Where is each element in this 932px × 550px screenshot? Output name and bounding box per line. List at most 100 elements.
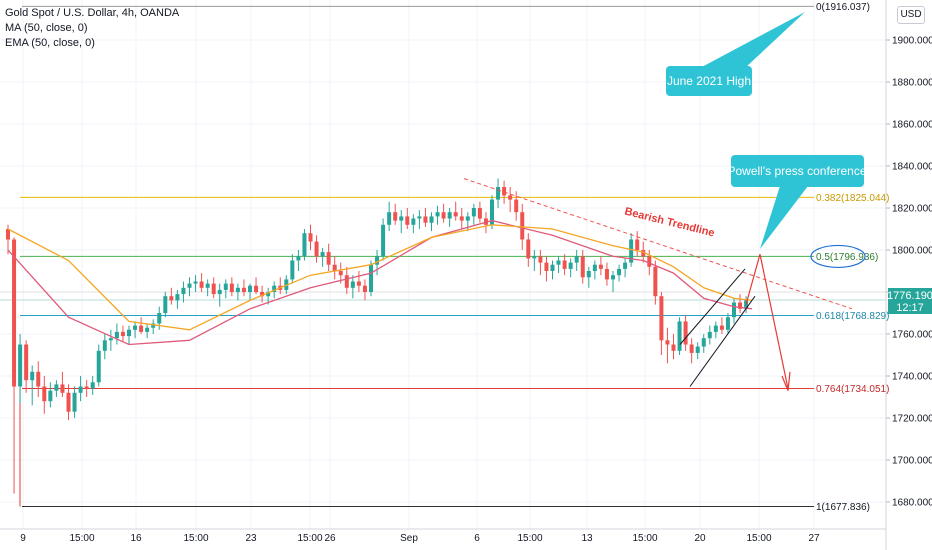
y-tick-label: 1700.000 (892, 456, 932, 467)
candle-body (586, 271, 591, 278)
y-tick-label: 1680.000 (892, 498, 932, 509)
callout-pointer-june (700, 12, 805, 68)
candle-body (108, 338, 113, 341)
ma-50-line (7, 219, 753, 346)
y-tick-label: 1820.000 (892, 204, 932, 215)
indicator-ema[interactable]: EMA (50, close, 0) (5, 37, 95, 49)
currency-button[interactable]: USD (897, 6, 925, 24)
candle-body (441, 212, 446, 219)
x-tick-label: 15:00 (297, 533, 322, 544)
candle-body (169, 296, 174, 301)
candle-body (580, 256, 585, 278)
channel-upper (679, 268, 746, 345)
y-tick-label: 1720.000 (892, 414, 932, 425)
candle-body (659, 296, 664, 341)
candle-body (574, 256, 579, 263)
candle-body (90, 382, 95, 389)
candle-body (732, 302, 736, 318)
candle-body (502, 187, 507, 196)
price-box-countdown: 12:17 (896, 302, 924, 314)
fib-label-0.618: 0.618(1768.829) (816, 311, 889, 322)
candle-body (248, 285, 252, 292)
candle-body (96, 350, 101, 383)
candle-body (272, 285, 277, 292)
candle-body (447, 212, 452, 219)
candle-body (514, 199, 519, 213)
candle-body (417, 216, 422, 219)
candle-body (18, 344, 23, 387)
candle-body (598, 264, 603, 269)
moving-averages (7, 219, 753, 346)
candle-body (725, 317, 730, 330)
candle-body (193, 281, 198, 284)
candle-body (241, 287, 246, 292)
candle-body (114, 331, 119, 339)
ema-50-line (7, 224, 753, 331)
channel-lower (689, 295, 756, 387)
candle-body (496, 187, 501, 200)
candle-body (471, 208, 476, 217)
x-tick-label: 15:00 (69, 533, 94, 544)
x-tick-label: 6 (474, 533, 480, 544)
candle-body (139, 325, 144, 332)
candle-body (653, 266, 658, 297)
projection-up (745, 254, 761, 305)
candle-body (550, 264, 555, 271)
callout-pointer-powell (760, 186, 808, 249)
candle-body (24, 344, 29, 381)
fib-label-0.382: 0.382(1825.044) (816, 193, 889, 204)
candle-body (375, 256, 380, 265)
candle-body (54, 384, 59, 391)
candle-body (520, 212, 525, 240)
candle-body (671, 344, 676, 351)
candle-body (459, 216, 464, 221)
candle-body (738, 302, 743, 309)
candle-body (423, 216, 428, 223)
projection-arrowhead (781, 371, 791, 391)
candle-body (538, 256, 543, 263)
candle-body (387, 212, 392, 225)
indicator-ma[interactable]: MA (50, close, 0) (5, 22, 88, 34)
candle-body (6, 229, 10, 240)
candle-body (344, 275, 349, 288)
projection-down (759, 254, 789, 389)
candle-body (568, 262, 573, 269)
fibonacci-levels: 0(1916.037) 0.382(1825.044) 0.5(1796.936) 0… (0, 2, 889, 513)
candle-body (617, 268, 622, 276)
price-axis: 1680.000 1700.000 1720.000 1740.000 1760.000… (885, 0, 932, 550)
candle-body (399, 216, 404, 221)
candle-body (701, 338, 706, 347)
candle-body (369, 264, 373, 292)
candle-body (326, 252, 331, 265)
candle-body (308, 233, 313, 242)
x-tick-label: Sep (400, 533, 418, 544)
price-box-value: 1776.190 (887, 290, 932, 302)
candle-body (641, 250, 646, 257)
callout-box-powell (731, 155, 864, 187)
time-axis: 9 15:00 16 15:00 23 15:00 26 Sep 6 15:00 13 15:00 20… (0, 528, 886, 544)
candle-body (332, 264, 337, 271)
candle-body (133, 325, 138, 330)
x-tick-label: 15:00 (746, 533, 771, 544)
candle-body (611, 275, 615, 280)
candle-body (12, 239, 17, 387)
candle-body (157, 313, 162, 324)
y-tick-label: 1840.000 (892, 162, 932, 173)
candle-body (302, 233, 307, 257)
candle-body (314, 241, 319, 257)
fib-highlight-ellipse (810, 244, 866, 269)
x-tick-label: 13 (581, 533, 593, 544)
candle-body (429, 216, 434, 223)
candle-body (713, 325, 718, 332)
symbol-title[interactable]: Gold Spot / U.S. Dollar, 4h, OANDA (5, 7, 180, 19)
candle-body (381, 224, 386, 257)
fib-label-0.764: 0.764(1734.051) (816, 384, 889, 395)
candle-body (42, 386, 47, 402)
candle-body (84, 386, 89, 389)
candle-body (393, 212, 398, 221)
candle-body (127, 329, 131, 337)
x-tick-label: 23 (245, 533, 257, 544)
candle-body (205, 283, 210, 288)
y-tick-label: 1880.000 (892, 78, 932, 89)
